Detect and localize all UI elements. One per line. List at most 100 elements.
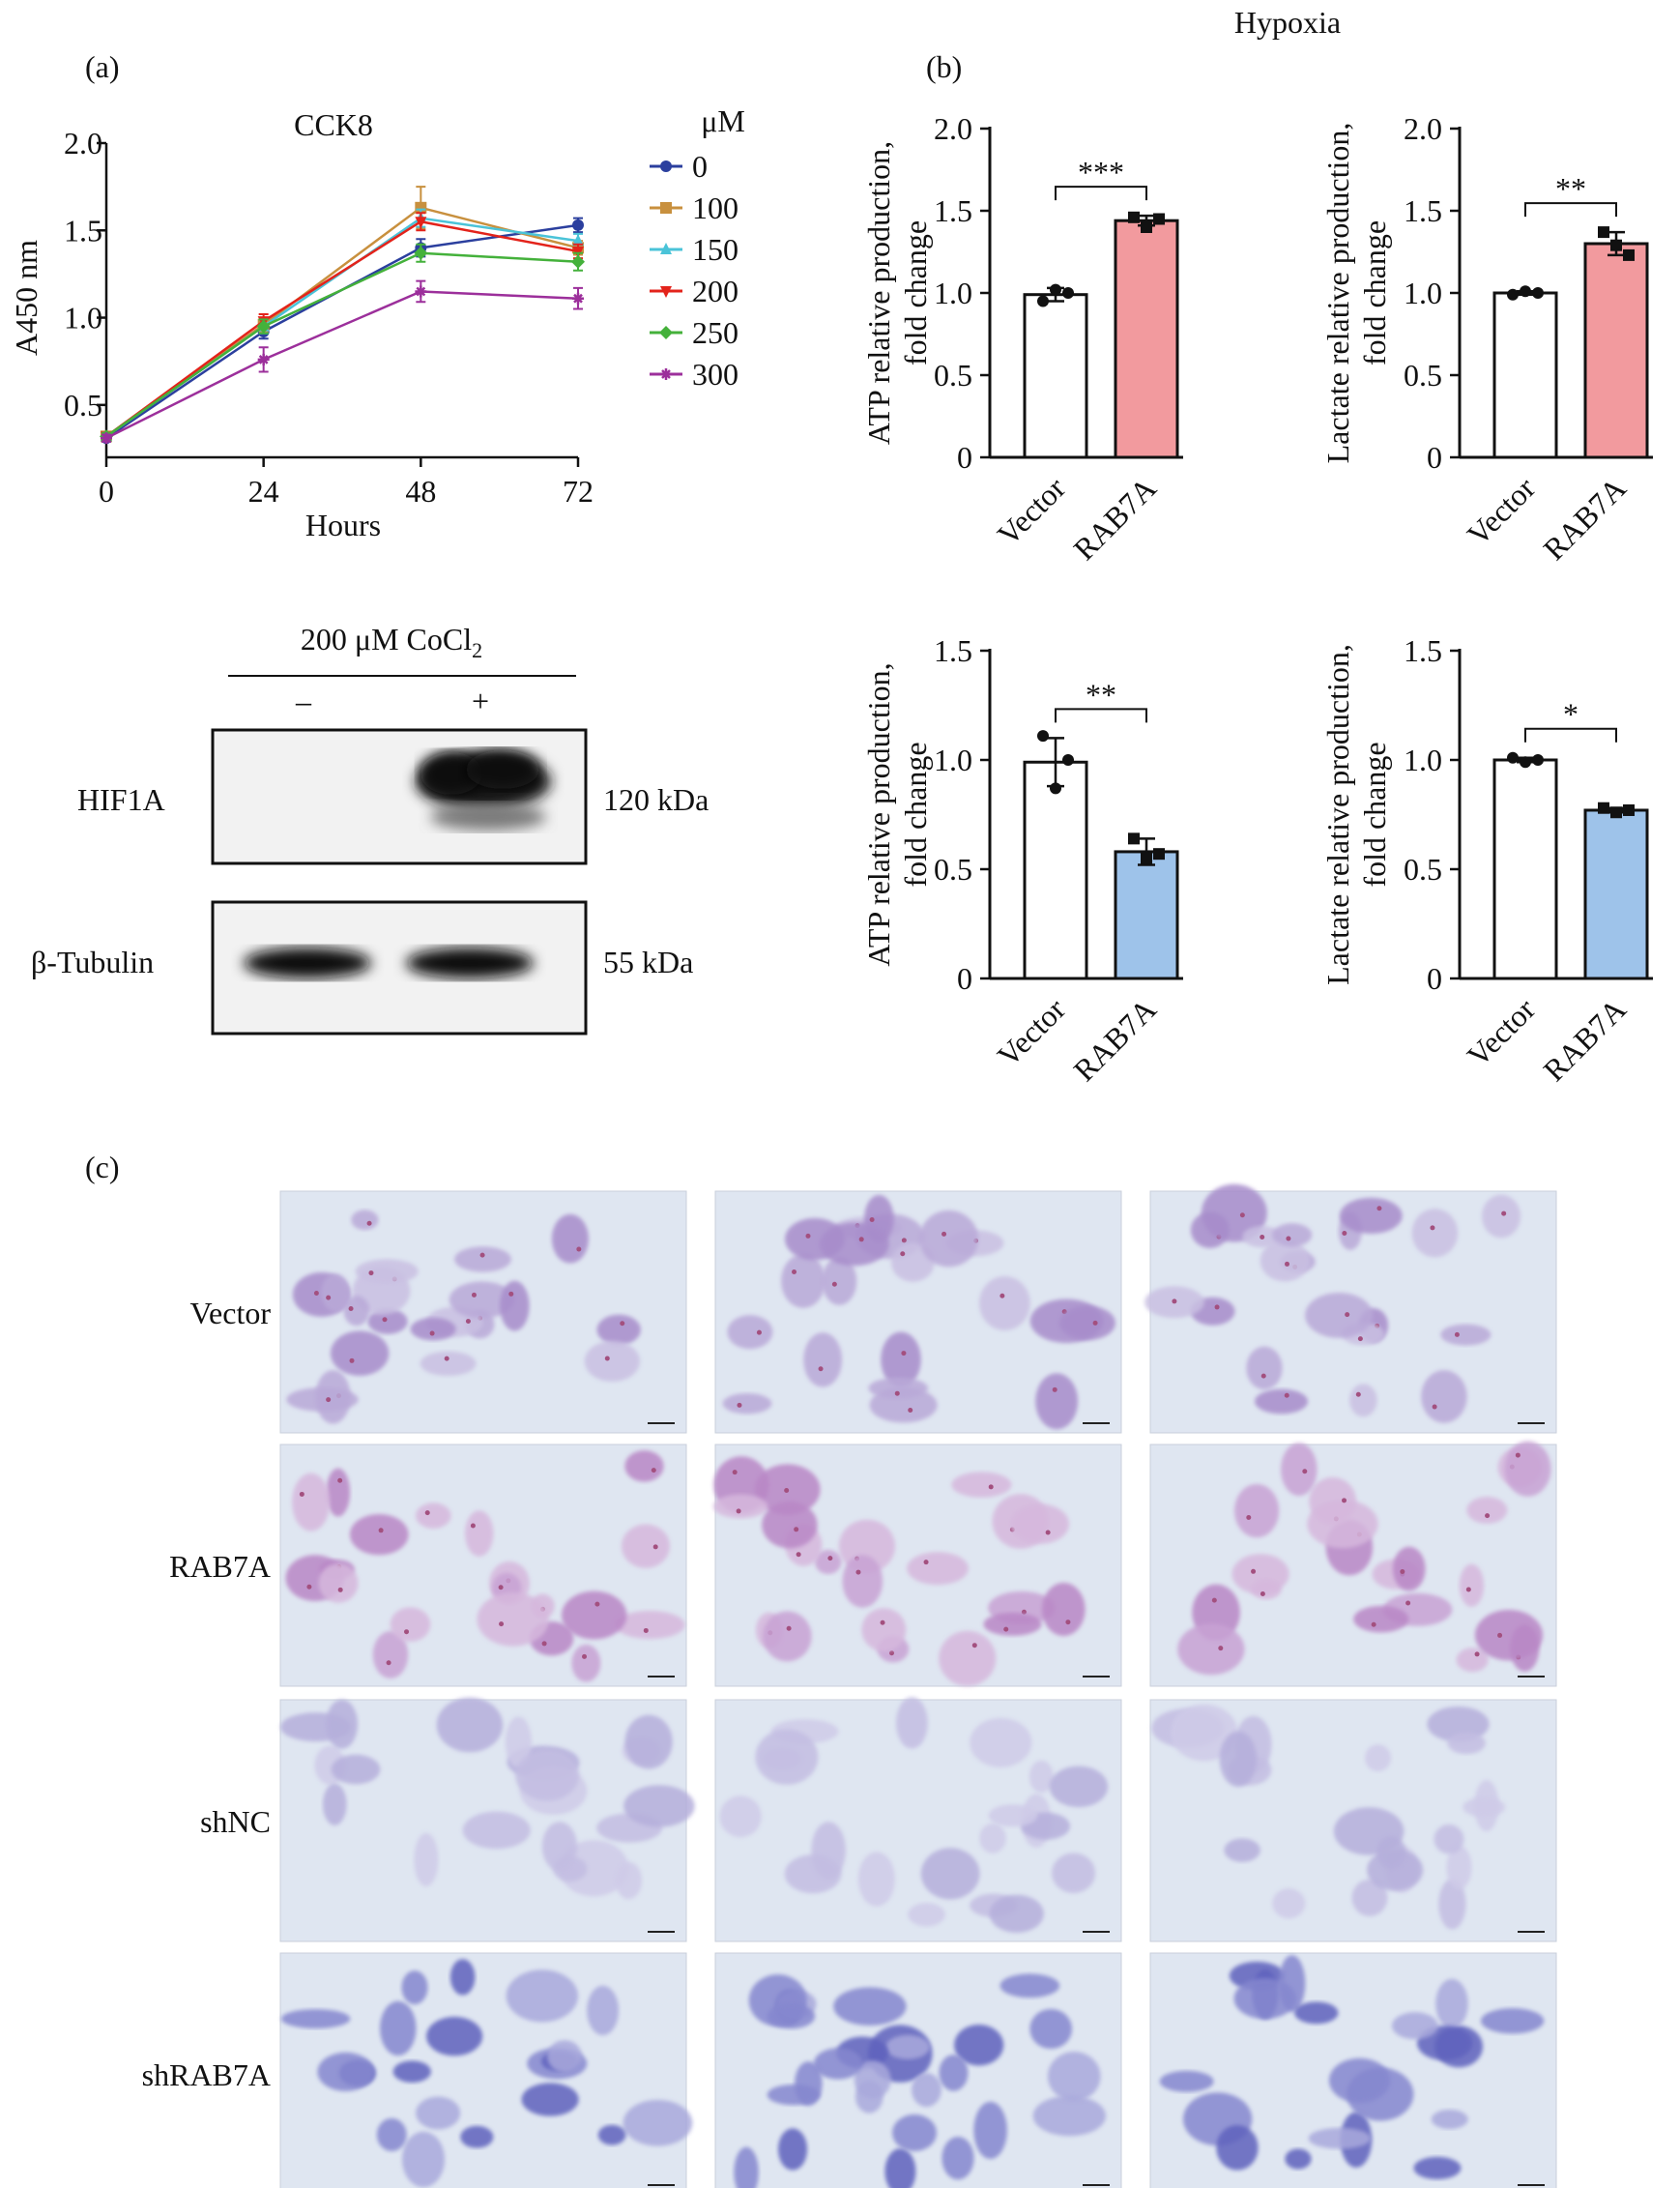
cell-blob <box>292 1473 331 1532</box>
cell-blob <box>1351 1879 1388 1916</box>
stain-dot <box>1474 1651 1480 1657</box>
micrograph-image <box>279 1190 687 1434</box>
cell-blob <box>1216 2124 1259 2171</box>
stain-dot <box>444 1356 449 1361</box>
cell-blob <box>1411 1209 1459 1258</box>
stain-dot <box>1211 1597 1217 1603</box>
cell-blob <box>571 1644 601 1682</box>
stain-dot <box>818 1366 824 1372</box>
stain-dot <box>1342 1231 1347 1237</box>
bar-y-label-line: Lactate relative production, <box>1320 644 1355 985</box>
bar-y-tick-label: 1.5 <box>934 193 972 228</box>
cell-blob <box>414 1832 439 1887</box>
cell-blob <box>402 2131 446 2188</box>
cell-blob <box>1392 2012 1438 2040</box>
cell-blob <box>449 1281 515 1319</box>
stain-dot <box>827 1556 833 1561</box>
cell-blob <box>615 1861 643 1900</box>
cck8-series-300 <box>101 279 584 445</box>
cell-blob <box>1447 1732 1486 1755</box>
micro-row-label: Vector <box>189 1296 271 1330</box>
cck8-line-chart: CCK8 Hours A450 nm μM 0 24 48 72 0.5 1.0 1.5 2.… <box>9 103 745 542</box>
significance-bracket <box>1055 186 1147 201</box>
bar-replicate-point <box>1141 221 1152 233</box>
cell-blob <box>1421 1370 1467 1423</box>
stain-dot <box>326 1397 332 1403</box>
stain-dot <box>880 1619 885 1625</box>
cell-blob <box>380 2000 417 2057</box>
stain-dot <box>732 1470 738 1475</box>
cell-blob <box>1446 1845 1472 1890</box>
cell-blob <box>983 1613 1042 1636</box>
stain-dot <box>386 1660 391 1666</box>
micro-row-label: shNC <box>200 1804 271 1839</box>
micrograph-image <box>714 1190 1122 1434</box>
stain-dot <box>971 1643 977 1648</box>
stain-dot <box>923 1560 929 1565</box>
cell-blob <box>1042 1583 1086 1637</box>
cell-blob <box>1272 1223 1313 1247</box>
cell-blob <box>920 1848 980 1900</box>
cell-blob <box>719 1795 762 1838</box>
cell-blob <box>861 1608 907 1652</box>
western-minus-label: – <box>295 684 312 718</box>
stain-dot <box>888 1650 894 1656</box>
panel-label-a: (a) <box>85 49 120 84</box>
stain-dot <box>794 1527 799 1532</box>
cck8-data-point <box>571 254 585 269</box>
hif1a-band <box>416 750 551 831</box>
cell-blob <box>355 1259 419 1284</box>
cell-blob <box>1376 1836 1406 1869</box>
cell-blob <box>712 1494 768 1519</box>
cell-blob <box>343 1296 370 1327</box>
stain-dot <box>337 1587 343 1592</box>
bar-category-label: Vector <box>1460 470 1542 552</box>
stain-dot <box>908 1407 913 1413</box>
stain-dot <box>1285 1261 1290 1267</box>
cck8-legend-marker <box>660 202 672 214</box>
cck8-x-tick-label: 72 <box>563 474 594 509</box>
cck8-data-point <box>415 201 427 214</box>
cell-blob <box>326 1699 359 1749</box>
cell-blob <box>376 2117 407 2151</box>
stain-dot <box>1172 1298 1177 1304</box>
hif1a-label: HIF1A <box>77 782 165 817</box>
cell-blob <box>1349 1384 1377 1417</box>
micrograph-image <box>1149 1699 1557 1942</box>
western-treatment-label: 200 μM CoCl2 <box>301 622 482 662</box>
bar-replicate-point <box>1520 756 1531 769</box>
cck8-legend-label: 300 <box>692 357 739 392</box>
stain-dot <box>541 1641 547 1647</box>
stain-dot <box>337 1477 343 1483</box>
cell-blob <box>1466 1497 1508 1524</box>
cell-blob <box>561 1590 627 1640</box>
bar-replicate-point <box>1623 803 1635 816</box>
stain-dot <box>792 1269 797 1275</box>
cell-blob <box>885 2034 930 2059</box>
cell-blob <box>623 1785 695 1827</box>
significance-bracket <box>1055 708 1147 723</box>
bar-y-label: ATP relative production,fold change <box>861 662 933 966</box>
cell-blob <box>1353 1605 1409 1633</box>
cell-blob <box>318 1563 359 1603</box>
cell-blob <box>515 1750 580 1801</box>
cck8-legend-title: μM <box>701 103 745 138</box>
stain-dot <box>756 1329 762 1335</box>
bar-replicate-point <box>1532 287 1544 299</box>
cell-blob <box>1305 1292 1374 1338</box>
cell-blob <box>596 1314 641 1346</box>
cell-blob <box>767 2003 816 2029</box>
stain-dot <box>479 1252 485 1258</box>
stain-dot <box>366 1220 372 1226</box>
bar-replicate-point <box>1598 226 1609 239</box>
cell-blob <box>597 2124 626 2145</box>
cell-blob <box>477 1591 549 1647</box>
cell-blob <box>390 1607 431 1642</box>
cell-blob <box>868 1377 929 1399</box>
bar-y-tick-label: 1.0 <box>934 276 972 310</box>
stain-dot <box>404 1629 410 1635</box>
cck8-legend-marker <box>660 286 672 298</box>
cell-blob <box>939 2055 969 2091</box>
bar-y-tick-label: 0 <box>957 440 972 475</box>
